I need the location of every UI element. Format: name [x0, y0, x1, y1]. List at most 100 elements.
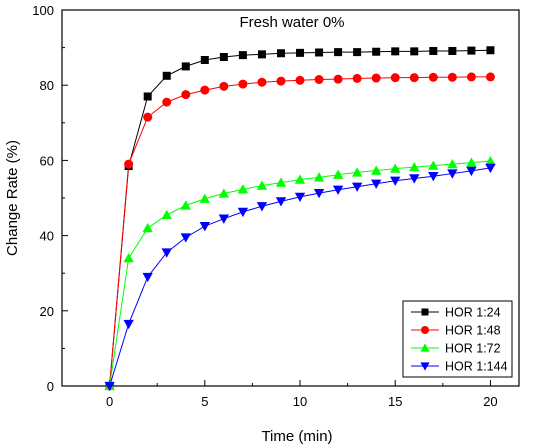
- data-point: [275, 197, 287, 207]
- data-point: [219, 81, 229, 91]
- data-point: [238, 79, 248, 89]
- data-point: [199, 193, 210, 203]
- y-tick-label: 100: [32, 3, 54, 18]
- data-point: [466, 72, 476, 82]
- data-point: [371, 73, 381, 83]
- data-point: [428, 172, 439, 182]
- data-point: [294, 174, 306, 184]
- data-point: [315, 48, 324, 57]
- data-point: [410, 47, 419, 56]
- legend-box: [402, 300, 513, 378]
- y-tick-label: 40: [40, 229, 54, 244]
- data-point: [218, 214, 230, 224]
- data-point: [276, 49, 285, 58]
- data-point: [334, 48, 343, 57]
- data-point: [447, 169, 458, 179]
- data-point: [295, 75, 305, 85]
- data-point: [162, 97, 172, 107]
- data-point: [409, 161, 420, 172]
- data-point: [428, 160, 439, 170]
- data-point: [351, 167, 363, 177]
- data-point: [237, 184, 249, 194]
- data-point: [466, 157, 477, 167]
- x-tick-label: 15: [388, 394, 402, 409]
- legend-marker: [420, 362, 430, 371]
- data-point: [180, 233, 191, 243]
- data-point: [257, 77, 267, 87]
- data-point: [467, 46, 476, 55]
- data-point: [257, 50, 266, 59]
- data-point: [294, 192, 306, 203]
- data-point: [123, 319, 134, 330]
- data-point: [448, 46, 457, 55]
- legend-marker: [420, 343, 430, 352]
- data-point: [353, 48, 362, 57]
- data-point: [485, 163, 496, 174]
- y-tick-label: 0: [47, 379, 54, 394]
- data-point: [333, 74, 343, 84]
- data-point: [123, 252, 134, 263]
- data-point: [371, 179, 382, 189]
- legend: HOR 1:24 HOR 1:48 HOR 1:72 HOR 1:144: [402, 300, 513, 378]
- data-point: [429, 46, 438, 55]
- data-point: [447, 72, 457, 82]
- data-point: [428, 72, 438, 82]
- data-point: [332, 169, 344, 179]
- axis-ticks: 0 5 10 15 20 0 20 40 60 80 100: [32, 3, 497, 409]
- data-point: [161, 209, 172, 220]
- x-tick-label: 5: [201, 394, 208, 409]
- data-point: [391, 47, 400, 56]
- x-axis-label: Time (min): [261, 428, 332, 445]
- data-point: [313, 172, 325, 182]
- x-tick-label: 0: [106, 394, 113, 409]
- legend-label: HOR 1:24: [445, 306, 501, 320]
- y-tick-label: 80: [40, 78, 54, 93]
- data-point: [181, 62, 190, 71]
- data-point: [352, 73, 362, 83]
- data-point: [486, 46, 495, 55]
- data-point: [162, 71, 171, 80]
- x-tick-label: 10: [293, 394, 307, 409]
- data-point: [409, 73, 419, 83]
- legend-marker: [421, 326, 429, 334]
- y-tick-label: 60: [40, 153, 54, 168]
- data-point: [143, 112, 153, 122]
- data-point: [332, 185, 344, 195]
- legend-label: HOR 1:144: [445, 360, 508, 374]
- data-point: [124, 159, 134, 169]
- data-point: [143, 92, 152, 101]
- data-point: [276, 76, 286, 86]
- data-point: [104, 381, 115, 392]
- data-point: [180, 200, 191, 210]
- data-point: [199, 222, 210, 232]
- data-point: [390, 176, 401, 186]
- data-point: [372, 47, 381, 56]
- legend-marker: [421, 308, 429, 316]
- data-point: [256, 180, 268, 190]
- data-point: [351, 182, 363, 192]
- legend-label: HOR 1:48: [445, 324, 501, 338]
- data-point: [181, 90, 191, 100]
- data-point: [200, 85, 210, 95]
- data-point: [409, 174, 420, 184]
- data-point: [466, 166, 477, 177]
- y-axis-label: Change Rate (%): [4, 140, 21, 256]
- data-point: [371, 165, 382, 175]
- data-point: [485, 72, 495, 82]
- data-point: [237, 207, 249, 218]
- data-point: [219, 53, 228, 61]
- data-point: [142, 272, 153, 283]
- data-point: [314, 75, 324, 85]
- y-tick-label: 20: [40, 304, 54, 319]
- data-point: [256, 202, 268, 212]
- chart-title: Fresh water 0%: [239, 14, 344, 31]
- data-point: [390, 163, 401, 173]
- legend-label: HOR 1:72: [445, 342, 501, 356]
- data-point: [447, 158, 458, 169]
- data-point: [161, 248, 172, 258]
- data-point: [238, 51, 247, 60]
- data-point: [200, 56, 209, 65]
- data-point: [218, 188, 230, 198]
- data-point: [313, 188, 325, 199]
